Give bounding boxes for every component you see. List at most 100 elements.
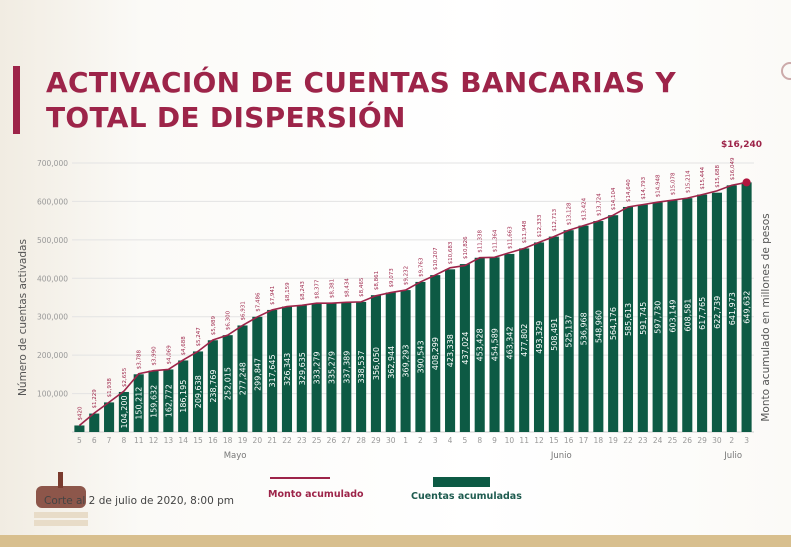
bar-value-label: 608,581 [683,299,692,332]
bar-value-label: 603,149 [668,300,677,333]
y-tick-label: 400,000 [37,274,68,283]
x-tick-label: 22 [623,436,633,445]
monto-value-label: $2,655 [122,367,128,387]
bar [178,360,189,432]
x-tick-label: 19 [238,436,248,445]
x-tick-label: 13 [164,436,174,445]
x-tick-label: 27 [342,436,352,445]
bar-value-label: 362,944 [387,346,396,379]
bar-value-label: 564,176 [609,307,618,340]
monto-value-label: $15,688 [715,164,721,187]
bar [682,198,693,432]
x-tick-label: 28 [356,436,366,445]
monto-value-label: $14,104 [611,187,617,210]
x-tick-label: 18 [223,436,233,445]
bar-value-label: 617,765 [698,297,707,330]
x-tick-label: 3 [433,436,438,445]
bar-value-label: 525,137 [565,315,574,348]
x-tick-label: 11 [519,436,529,445]
monto-value-label: $11,364 [493,229,499,252]
y2-axis-label: Monto acumulado en millones de pesos [760,213,772,421]
y-tick-label: 600,000 [37,197,68,206]
bar [741,182,752,432]
bar-value-label: 356,050 [372,347,381,380]
monto-value-label: $12,713 [552,208,558,231]
bar [622,206,634,432]
bar-value-label: 238,769 [209,370,218,403]
bar [430,275,441,432]
x-tick-label: 8 [122,436,127,445]
x-tick-label: 29 [697,436,707,445]
monto-value-label: $10,683 [448,241,454,264]
monto-value-label: $7,486 [255,292,261,312]
legend-bar-swatch [433,477,490,487]
bar [311,303,322,432]
x-tick-label: 10 [505,436,515,445]
monto-value-label: $14,793 [641,176,647,199]
x-tick-label: 3 [744,436,749,445]
monto-value-label: $4,688 [181,336,187,356]
bar [74,425,85,432]
bar [563,230,574,432]
bar-value-label: 337,389 [342,351,351,384]
page-title-line-2: TOTAL DE DISPERSIÓN [46,101,406,134]
bar-value-label: 329,635 [298,352,307,385]
bar [726,185,737,432]
legend-line-swatch [270,477,330,479]
bar [415,281,426,432]
x-tick-label: 18 [594,436,604,445]
monto-value-label: $11,338 [478,230,484,253]
x-tick-label: 4 [448,436,453,445]
x-tick-label: 29 [371,436,381,445]
y-tick-label: 300,000 [37,313,68,322]
monto-value-label: $8,465 [359,277,365,297]
bar [370,295,381,432]
bar-value-label: 335,279 [327,351,336,384]
x-tick-label: 25 [668,436,678,445]
bar [133,374,144,432]
bar [400,290,411,432]
page-title-line-1: ACTIVACIÓN DE CUENTAS BANCARIAS Y [46,66,677,99]
monto-end-marker [742,178,751,187]
monto-value-label: $4,069 [166,345,172,365]
bar [267,309,278,432]
monto-value-label: $8,243 [300,281,306,301]
monto-value-label: $6,300 [226,310,232,330]
bar [474,257,485,432]
month-label: Junio [550,451,572,461]
bar [89,413,100,432]
x-tick-label: 16 [208,436,218,445]
bar [237,325,248,432]
bar [104,402,115,432]
monto-value-label: $8,377 [315,279,321,299]
bar-value-label: 333,279 [313,351,322,384]
y-tick-label: 100,000 [37,390,68,399]
bar-value-label: 338,537 [357,350,366,383]
monto-value-label: $9,073 [389,268,395,288]
bar-value-label: 390,543 [416,340,425,373]
bar [326,303,337,432]
x-tick-label: 19 [608,436,618,445]
monto-value-label: $7,941 [270,286,276,305]
bar [504,253,515,432]
x-tick-label: 2 [418,436,423,445]
x-tick-label: 12 [149,436,159,445]
bar-value-label: 585,613 [624,303,633,336]
bar [548,236,559,432]
bar-value-label: 536,968 [580,312,589,345]
monto-value-label: $9,232 [404,266,410,285]
bar [711,192,722,432]
monto-value-label: $1,938 [107,378,113,398]
x-tick-label: 23 [297,436,307,445]
monto-value-label: $10,207 [433,247,439,270]
bar [296,305,307,432]
bar [667,200,678,432]
cutoff-date-note: Corte al 2 de julio de 2020, 8:00 pm [44,495,234,507]
month-label: Mayo [224,451,247,461]
bar [519,248,530,432]
x-tick-label: 26 [327,436,337,445]
bar-value-label: 162,772 [164,384,173,417]
x-tick-label: 15 [549,436,559,445]
bar [533,242,545,432]
monto-value-label: $14,640 [626,179,632,202]
